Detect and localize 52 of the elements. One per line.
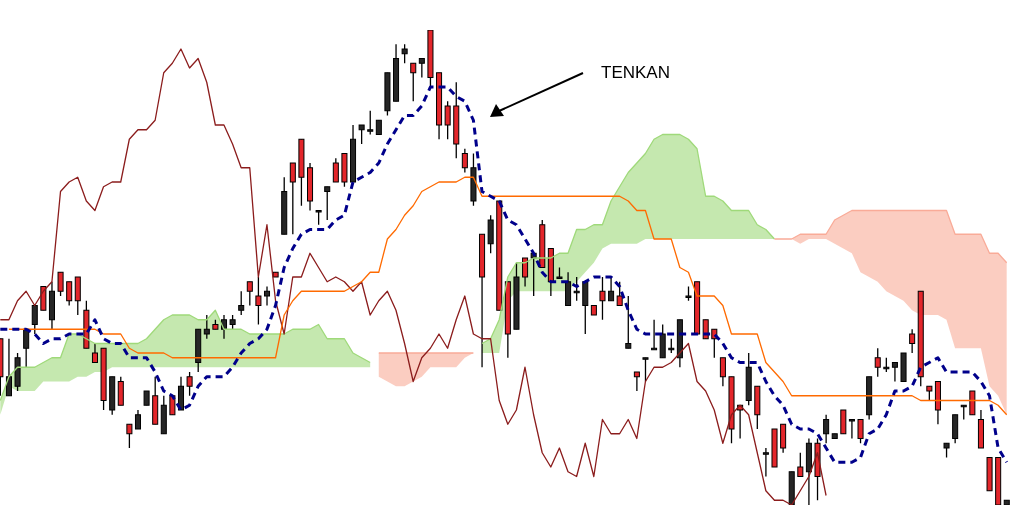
candlestick — [289, 162, 296, 235]
candlestick — [797, 452, 804, 478]
candlestick — [57, 271, 64, 297]
candlestick — [625, 295, 632, 349]
candlestick — [608, 276, 615, 302]
candlestick — [969, 390, 976, 416]
candlestick — [848, 418, 855, 440]
candlestick — [358, 124, 365, 145]
candlestick — [177, 376, 185, 411]
candlestick — [582, 281, 589, 335]
candlestick — [780, 423, 787, 454]
candlestick — [126, 423, 133, 449]
candlestick — [444, 100, 451, 140]
candlestick — [857, 418, 864, 444]
candlestick — [418, 57, 425, 79]
candlestick — [461, 148, 468, 174]
candlestick — [5, 338, 12, 397]
candlestick — [762, 447, 769, 478]
candlestick — [487, 214, 494, 254]
candlestick — [40, 285, 47, 311]
candlestick — [565, 271, 572, 307]
candlestick — [952, 414, 959, 444]
candlestick — [642, 357, 649, 383]
candlestick — [31, 304, 38, 335]
candlestick — [522, 257, 529, 288]
candlestick — [74, 276, 81, 316]
candlestick — [823, 414, 830, 444]
candlestick — [909, 328, 916, 354]
candlestick — [874, 347, 881, 378]
candlestick — [117, 376, 124, 406]
candlestick — [91, 342, 98, 364]
candlestick — [246, 281, 253, 307]
candlestick — [238, 290, 245, 316]
candlestick — [719, 357, 726, 387]
candlestick — [255, 276, 262, 326]
candlestick — [263, 285, 271, 307]
candlestick — [410, 62, 417, 102]
candlestick — [324, 186, 331, 221]
candlestick — [616, 281, 623, 307]
candlestick — [66, 281, 73, 307]
candlestick — [203, 314, 210, 340]
candlestick — [332, 157, 339, 183]
candlestick — [367, 110, 374, 136]
annotation: TENKAN — [601, 63, 670, 82]
candlestick — [659, 323, 666, 359]
candlestick — [401, 43, 408, 64]
candlestick — [633, 371, 640, 392]
candlestick — [840, 409, 847, 435]
candlestick — [599, 276, 606, 321]
candlestick — [186, 371, 193, 397]
candlestick — [134, 409, 142, 430]
candlestick — [891, 361, 898, 383]
